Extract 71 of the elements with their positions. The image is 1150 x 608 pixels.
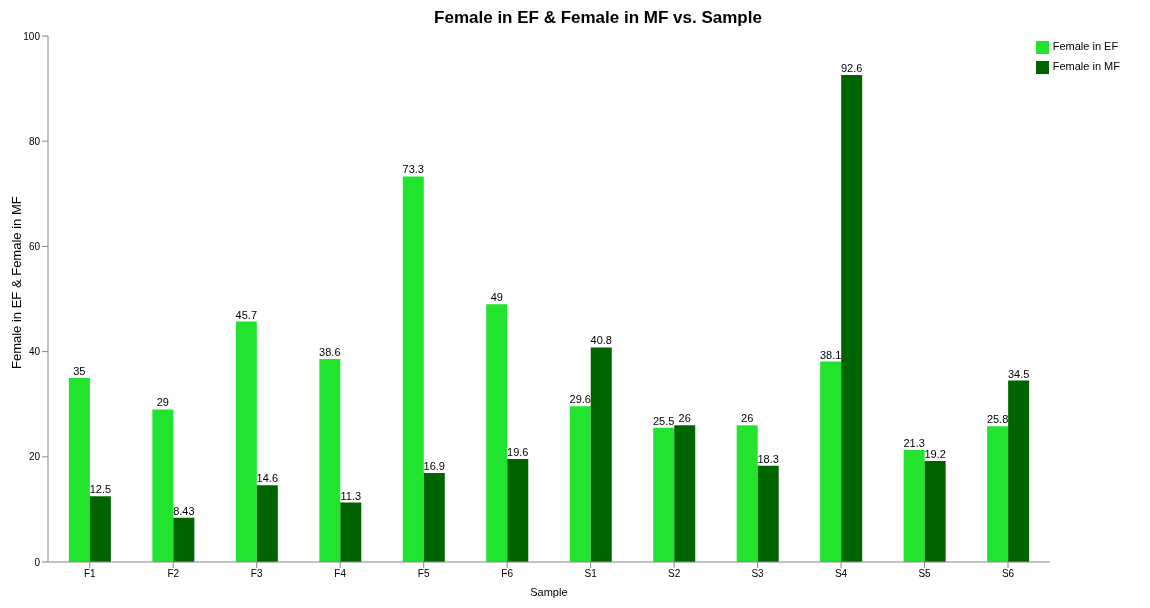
bar <box>89 496 111 562</box>
data-label: 38.6 <box>319 345 341 358</box>
data-label: 21.3 <box>903 436 925 449</box>
data-label: 92.6 <box>840 61 863 74</box>
data-label: 25.5 <box>653 414 675 427</box>
x-tick-label: S5 <box>918 568 932 580</box>
y-tick-label: 80 <box>28 135 41 147</box>
y-tick-label: 100 <box>23 30 41 42</box>
data-label: 34.5 <box>1007 367 1030 380</box>
bar <box>903 449 925 562</box>
bar <box>486 304 508 562</box>
bar <box>1008 380 1030 562</box>
data-label: 19.2 <box>924 448 946 461</box>
x-tick-label: S2 <box>667 568 681 580</box>
x-tick-label: S3 <box>751 568 765 580</box>
bar <box>987 426 1009 562</box>
bar <box>152 409 174 562</box>
data-label: 73.3 <box>402 163 424 176</box>
x-axis-title: Sample <box>530 586 568 598</box>
y-tick-label: 0 <box>34 556 41 568</box>
data-label: 25.8 <box>986 413 1009 426</box>
data-label: 8.43 <box>173 504 195 517</box>
x-tick-label: F5 <box>417 568 430 580</box>
bar <box>820 361 842 562</box>
y-tick-label: 40 <box>28 346 41 358</box>
data-label: 49 <box>490 291 503 304</box>
y-axis-title: Female in EF & Female in MF <box>8 196 24 369</box>
x-tick-label: S4 <box>834 568 848 580</box>
data-label: 12.5 <box>89 483 112 496</box>
x-tick-label: F6 <box>501 568 514 580</box>
bar <box>68 377 90 562</box>
data-label: 14.6 <box>256 472 279 485</box>
bar <box>340 502 362 562</box>
bar <box>507 458 529 562</box>
bar <box>590 347 612 562</box>
bar <box>173 517 195 562</box>
x-tick-label: F1 <box>83 568 97 580</box>
bar <box>569 406 591 562</box>
bar <box>841 74 863 562</box>
x-tick-label: F2 <box>167 568 180 580</box>
x-tick-label: F3 <box>250 568 263 580</box>
data-label: 29.6 <box>569 393 591 406</box>
x-tick-label: F4 <box>334 568 347 580</box>
bar <box>653 427 675 562</box>
bar <box>674 425 696 562</box>
y-tick-label: 20 <box>28 451 41 463</box>
bar <box>402 176 424 562</box>
x-tick-label: S1 <box>584 568 598 580</box>
data-label: 29 <box>156 396 169 409</box>
data-label: 11.3 <box>340 489 362 502</box>
legend-label: Female in MF <box>1052 60 1120 72</box>
bar <box>319 358 341 562</box>
data-label: 26 <box>741 412 754 425</box>
x-tick-label: S6 <box>1001 568 1015 580</box>
bar <box>235 321 257 562</box>
data-label: 19.6 <box>507 445 529 458</box>
bar <box>757 465 779 562</box>
data-label: 26 <box>678 412 691 425</box>
data-label: 40.8 <box>590 334 612 347</box>
bar <box>423 473 445 562</box>
data-label: 18.3 <box>757 452 779 465</box>
data-label: 38.1 <box>819 348 842 361</box>
bar <box>736 425 758 562</box>
bar <box>924 461 946 562</box>
data-label: 45.7 <box>235 308 258 321</box>
data-label: 16.9 <box>423 460 445 473</box>
legend-label: Female in EF <box>1052 40 1119 52</box>
bar <box>256 485 278 562</box>
data-label: 35 <box>73 364 86 377</box>
chart-title: Female in EF & Female in MF vs. Sample <box>433 8 763 28</box>
y-tick-label: 60 <box>28 240 41 252</box>
